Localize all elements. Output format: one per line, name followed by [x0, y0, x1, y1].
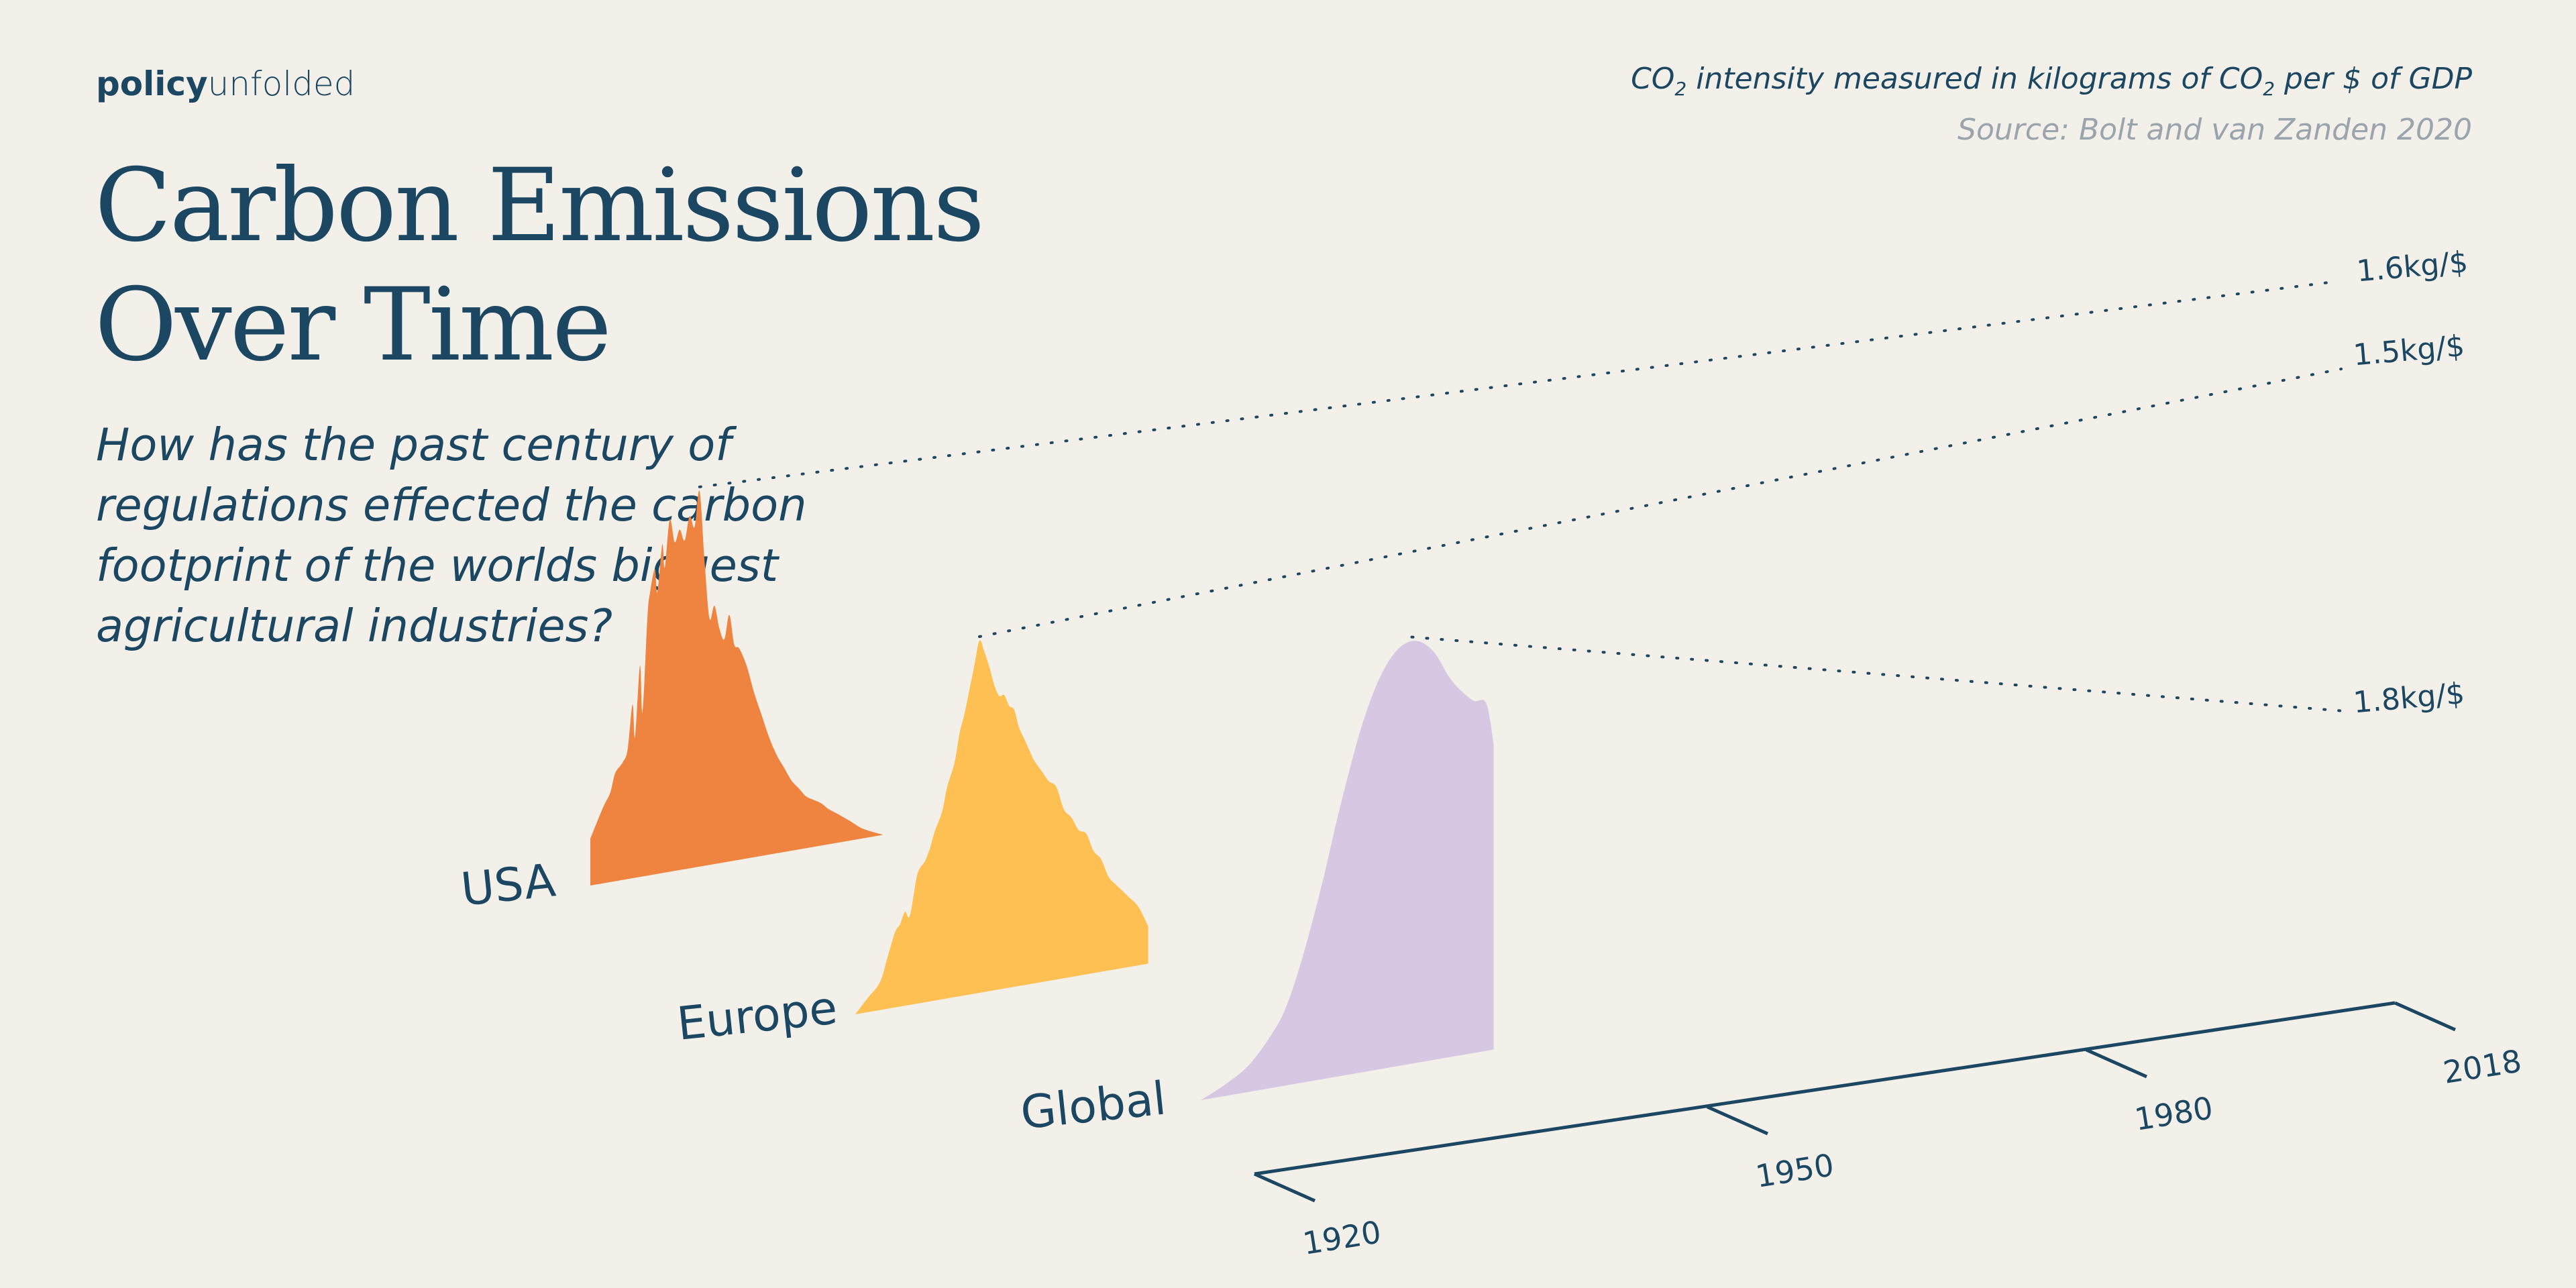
unit-note-part3: per $ of GDP — [2275, 62, 2472, 96]
unit-note-sub2: 2 — [2263, 77, 2275, 100]
area-europe — [855, 640, 1148, 1014]
page-title-line1: Carbon Emissions — [95, 148, 985, 264]
series-label-global: Global — [1018, 1072, 1169, 1140]
series-label-usa: USA — [459, 854, 558, 916]
series-global: Global 1.8kg/$ — [1018, 635, 2466, 1140]
page-title: Carbon Emissions Over Time — [95, 146, 985, 385]
x-axis-tick-label-1980: 1980 — [2132, 1089, 2215, 1138]
x-axis-tick-1920 — [1253, 1172, 1316, 1203]
x-axis-line — [1254, 1001, 2396, 1176]
area-usa — [590, 490, 883, 885]
x-axis-tick-1950 — [1706, 1105, 1769, 1136]
peak-leader-global — [1410, 635, 2346, 712]
x-axis-tick-label-2018: 2018 — [2440, 1042, 2524, 1091]
peak-leader-usa — [698, 280, 2336, 488]
source-note: Source: Bolt and van Zanden 2020 — [1957, 113, 2472, 147]
x-axis-tick-label-1950: 1950 — [1753, 1146, 1836, 1195]
peak-label-europe: 1.5kg/$ — [2352, 329, 2466, 372]
x-axis-tick-2018 — [2394, 1001, 2457, 1032]
series-europe: Europe 1.5kg/$ — [675, 329, 2466, 1051]
brand-logo-light: unfolded — [207, 64, 356, 103]
brand-logo: policyunfolded — [96, 64, 355, 103]
x-axis-tick-1980 — [2085, 1048, 2148, 1079]
page-subtitle: How has the past century of regulations … — [96, 419, 807, 652]
unit-note: CO2 intensity measured in kilograms of C… — [1631, 62, 2472, 100]
brand-logo-bold: policy — [96, 64, 208, 103]
peak-leader-europe — [978, 368, 2343, 638]
peak-label-usa: 1.6kg/$ — [2355, 245, 2469, 288]
x-axis-tick-label-1920: 1920 — [1300, 1214, 1383, 1262]
series-usa: USA 1.6kg/$ — [459, 245, 2469, 916]
unit-note-sub1: 2 — [1674, 77, 1687, 100]
unit-note-part1: CO — [1631, 62, 1675, 96]
area-global — [1201, 641, 1494, 1100]
page-title-line2: Over Time — [95, 267, 612, 384]
series-label-europe: Europe — [675, 981, 840, 1051]
unit-note-part2: intensity measured in kilograms of CO — [1686, 62, 2263, 96]
peak-label-global: 1.8kg/$ — [2352, 676, 2466, 720]
